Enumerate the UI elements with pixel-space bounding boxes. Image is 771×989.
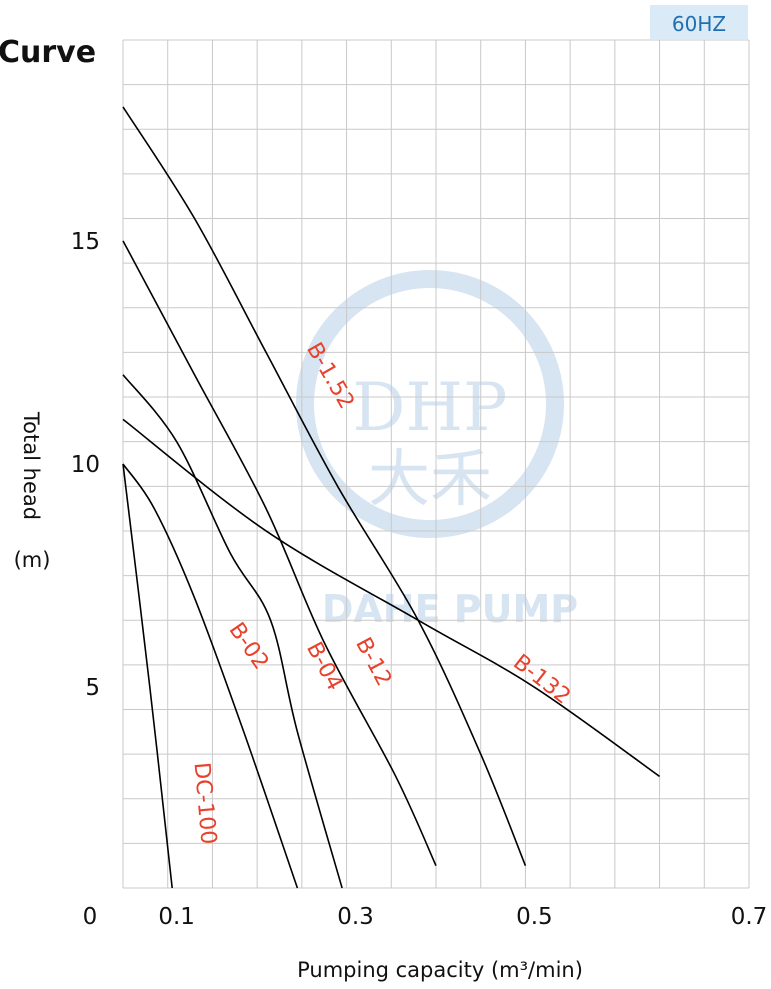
grid-lines: [122, 39, 750, 889]
series-label-dc-100: DC-100: [189, 761, 221, 845]
curve-dc-100: [122, 463, 173, 889]
watermark-circle: [296, 270, 564, 538]
x-tick-label: 0.3: [337, 904, 374, 930]
chart-title: Curve: [0, 35, 96, 70]
y-axis-unit: (m): [14, 548, 51, 572]
curve-b-04: [122, 374, 343, 889]
x-tick-label: 0.1: [158, 904, 195, 930]
series-label-b-132: B-132: [508, 650, 575, 710]
frequency-badge: 60HZ: [672, 12, 726, 36]
x-axis-label: Pumping capacity (m³/min): [297, 958, 583, 982]
watermark-subtitle-text: DAHE PUMP: [322, 587, 578, 631]
series-label-b-04: B-04: [301, 638, 347, 695]
watermark-chinese-text: 大禾: [368, 442, 492, 515]
dahe-pump-watermark: DHP 大禾 DAHE PUMP: [296, 270, 578, 631]
watermark-brand-text: DHP: [353, 369, 508, 446]
frequency-badge-bg: [650, 5, 748, 39]
curve-b-12: [122, 240, 437, 867]
x-tick-label: 0.7: [731, 904, 768, 930]
y-tick-label: 5: [85, 675, 100, 701]
y-axis-label: Total head: [19, 411, 43, 520]
y-tick-label: 15: [71, 229, 100, 255]
x-tick-label: 0: [83, 904, 98, 930]
x-tick-label: 0.5: [516, 904, 553, 930]
tick-label-group: 0 0.1 0.3 0.5 0.7 5 10 15: [71, 229, 768, 930]
y-tick-label: 10: [71, 452, 100, 478]
curve-b-1-52: [122, 106, 527, 866]
curve-b-132: [122, 418, 661, 778]
curve-b-02: [122, 463, 299, 889]
series-label-b-12: B-12: [350, 634, 396, 691]
curve-group: [122, 106, 661, 889]
series-label-b-02: B-02: [224, 618, 274, 674]
